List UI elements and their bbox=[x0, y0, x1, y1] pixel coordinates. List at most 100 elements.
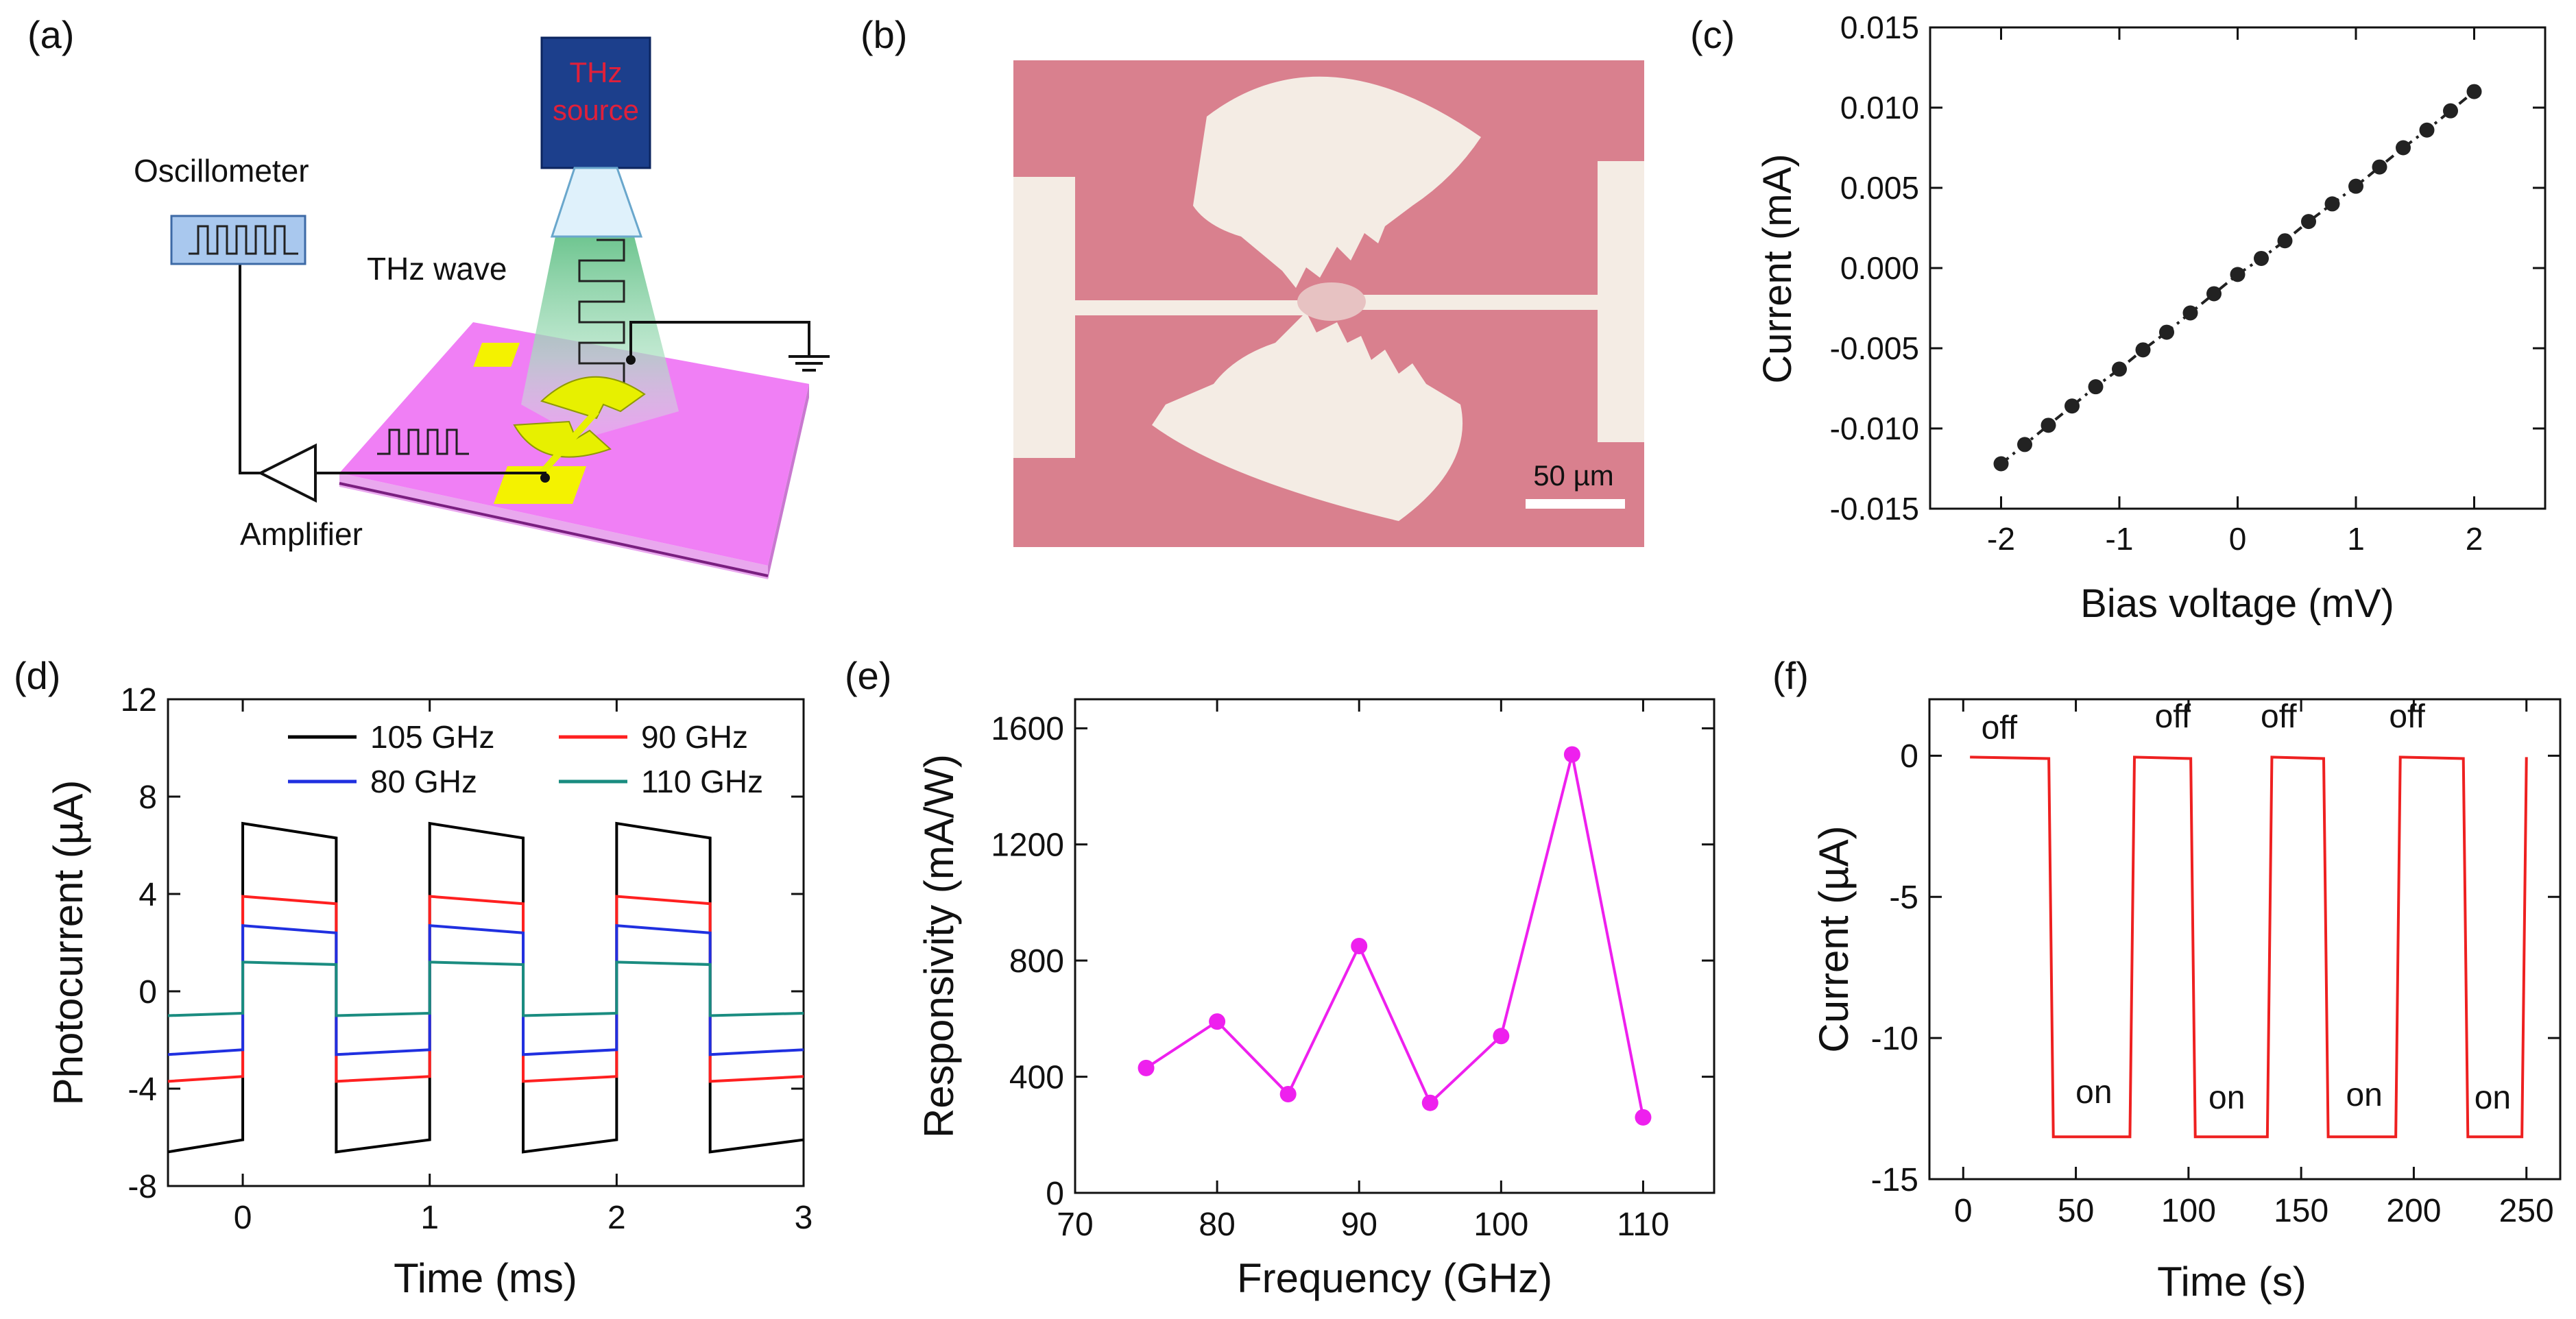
y-tick-label: -10 bbox=[1871, 1021, 1918, 1057]
legend-label: 80 GHz bbox=[370, 764, 477, 799]
y-tick-label: 0.005 bbox=[1840, 170, 1919, 206]
data-point bbox=[1993, 456, 2009, 472]
x-tick-label: 100 bbox=[1473, 1207, 1528, 1243]
y-tick-label: -0.005 bbox=[1830, 330, 1919, 366]
data-point bbox=[1563, 746, 1580, 763]
data-point bbox=[2182, 305, 2198, 321]
micrograph: 50 µm bbox=[1013, 60, 1644, 547]
chart-c-xlabel: Bias voltage (mV) bbox=[2080, 581, 2394, 626]
data-point bbox=[2348, 178, 2363, 194]
series-line bbox=[167, 895, 804, 1083]
gate-line-right bbox=[1344, 295, 1601, 310]
chart-e-yticks: 0 400 800 1200 1600 bbox=[991, 711, 1714, 1212]
contact-point bbox=[626, 355, 636, 365]
horn-antenna bbox=[550, 167, 643, 238]
y-tick-label: 0.015 bbox=[1840, 10, 1919, 45]
chart-d-series bbox=[167, 821, 804, 1154]
x-tick-label: 1 bbox=[420, 1200, 439, 1236]
data-point bbox=[2088, 379, 2104, 395]
data-point bbox=[2277, 233, 2293, 249]
chart-c-points bbox=[1993, 84, 2482, 472]
bowtie-antenna-top bbox=[540, 376, 646, 420]
thz-source-label-1: THz bbox=[570, 56, 623, 88]
substrate-edge bbox=[339, 482, 769, 577]
data-point bbox=[2112, 361, 2127, 377]
x-tick-label: 100 bbox=[2161, 1193, 2216, 1229]
state-annotation: on bbox=[2208, 1080, 2245, 1116]
x-tick-label: 110 bbox=[1617, 1207, 1670, 1243]
data-point bbox=[2372, 159, 2387, 175]
y-tick-label: -5 bbox=[1889, 880, 1918, 916]
state-annotation: on bbox=[2346, 1077, 2382, 1113]
data-point bbox=[2254, 250, 2269, 266]
chart-c-fit-line bbox=[2000, 90, 2475, 465]
scale-bar-label: 50 µm bbox=[1533, 459, 1614, 492]
chart-f-line bbox=[1970, 755, 2528, 1139]
data-point bbox=[1493, 1028, 1510, 1045]
state-annotation: on bbox=[2475, 1080, 2511, 1116]
panel-label-d: (d) bbox=[14, 654, 60, 697]
panel-label-a: (a) bbox=[27, 13, 74, 56]
data-point bbox=[2017, 437, 2032, 452]
chart-d-legend: 105 GHz 90 GHz 80 GHz 110 GHz bbox=[288, 719, 763, 799]
x-tick-label: -1 bbox=[2106, 521, 2134, 557]
x-tick-label: 70 bbox=[1057, 1207, 1093, 1243]
y-tick-label: -4 bbox=[128, 1072, 157, 1108]
x-tick-label: 2 bbox=[607, 1200, 626, 1236]
thz-wave-label: THz wave bbox=[367, 251, 507, 287]
right-electrode-pad bbox=[1598, 161, 1644, 442]
chart-c: -2 -1 0 1 2 -0.015 -0.010 -0.005 0.000 0.005 0.01… bbox=[1755, 10, 2547, 626]
x-tick-label: 0 bbox=[2229, 521, 2247, 557]
bowtie-antenna-bottom bbox=[513, 420, 612, 458]
chart-e-line bbox=[1145, 753, 1645, 1118]
amplifier-icon bbox=[257, 443, 317, 503]
y-tick-label: 0 bbox=[139, 974, 157, 1011]
chart-d-xticks: 0 1 2 3 bbox=[234, 699, 812, 1236]
y-tick-label: 0 bbox=[1046, 1176, 1064, 1212]
chart-c-yticks: -0.015 -0.010 -0.005 0.000 0.005 0.010 0.015 bbox=[1830, 10, 2545, 527]
y-tick-label: 400 bbox=[1009, 1059, 1064, 1096]
scale-bar bbox=[1526, 499, 1625, 509]
y-tick-label: -0.015 bbox=[1830, 491, 1919, 527]
x-tick-label: 90 bbox=[1341, 1207, 1377, 1243]
data-point bbox=[1137, 1059, 1155, 1076]
chart-f-annotations: off off off off on on on on bbox=[1982, 699, 2512, 1116]
y-tick-label: 800 bbox=[1009, 943, 1064, 980]
data-point bbox=[2206, 286, 2222, 302]
panel-label-b: (b) bbox=[860, 13, 907, 56]
y-tick-label: -8 bbox=[128, 1169, 157, 1205]
thz-source-label-2: source bbox=[553, 94, 639, 126]
x-tick-label: 0 bbox=[1954, 1193, 1973, 1229]
data-point bbox=[2230, 267, 2246, 282]
y-tick-label: 4 bbox=[139, 877, 157, 913]
data-point bbox=[2041, 418, 2056, 433]
data-point bbox=[1635, 1109, 1652, 1126]
chart-f: 0 50 100 150 200 250 -15 -10 -5 0 off off off off on… bbox=[1811, 698, 2562, 1305]
x-tick-label: 50 bbox=[2058, 1193, 2094, 1229]
antenna-bottom bbox=[1152, 312, 1463, 521]
chart-d-ylabel: Photocurrent (µA) bbox=[45, 780, 91, 1106]
amplifier-wire bbox=[239, 264, 261, 474]
contact-pad-top bbox=[473, 343, 520, 367]
chart-d-xlabel: Time (ms) bbox=[394, 1255, 577, 1301]
chart-f-yticks: -15 -10 -5 0 bbox=[1871, 738, 2560, 1198]
state-annotation: off bbox=[2155, 699, 2191, 735]
ground-icon bbox=[789, 355, 830, 372]
data-point bbox=[2135, 342, 2151, 358]
y-tick-label: -0.010 bbox=[1830, 411, 1919, 446]
x-tick-label: 250 bbox=[2499, 1193, 2554, 1229]
data-point bbox=[2301, 214, 2316, 230]
signal-pulse-wave bbox=[377, 428, 469, 455]
x-tick-label: 80 bbox=[1199, 1207, 1235, 1243]
x-tick-label: 150 bbox=[2274, 1193, 2328, 1229]
y-tick-label: 8 bbox=[139, 779, 157, 816]
data-point bbox=[2065, 398, 2080, 414]
legend-label: 110 GHz bbox=[641, 764, 763, 799]
series-line bbox=[167, 960, 804, 1017]
chart-d-frame bbox=[167, 698, 805, 1187]
y-tick-label: 0.000 bbox=[1840, 250, 1919, 286]
chart-c-ylabel: Current (mA) bbox=[1755, 154, 1800, 383]
panel-label-e: (e) bbox=[845, 654, 891, 697]
